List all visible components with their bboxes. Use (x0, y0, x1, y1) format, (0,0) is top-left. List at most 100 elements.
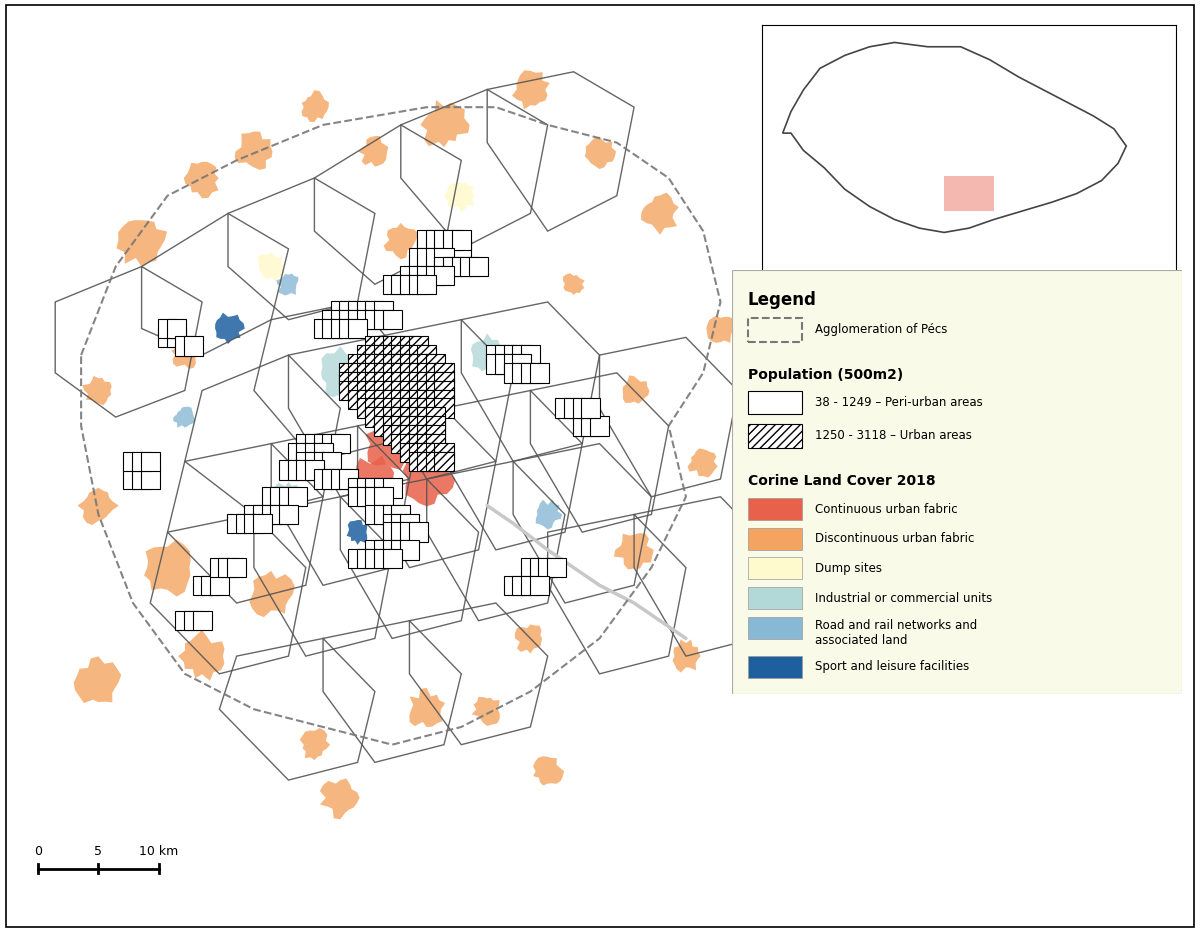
Bar (365, 372, 384, 391)
Bar (434, 381, 454, 400)
Bar (504, 346, 523, 364)
Bar (340, 363, 359, 382)
Text: Continuous urban fabric: Continuous urban fabric (815, 502, 958, 515)
Bar (400, 390, 419, 409)
Bar (365, 390, 384, 409)
Bar (288, 460, 307, 480)
Bar (245, 505, 264, 524)
Bar (365, 505, 384, 524)
Bar (391, 363, 410, 382)
Bar (418, 354, 437, 374)
Polygon shape (172, 343, 197, 369)
Bar (408, 452, 427, 471)
Bar (400, 434, 419, 453)
Bar (331, 301, 350, 321)
Bar (451, 230, 470, 250)
Bar (408, 336, 427, 356)
Bar (331, 319, 350, 338)
Bar (374, 478, 394, 498)
Bar (210, 576, 229, 595)
Bar (521, 346, 540, 364)
Bar (124, 452, 143, 471)
Bar (443, 257, 462, 276)
Polygon shape (83, 376, 112, 405)
Bar (262, 487, 281, 506)
Bar (253, 514, 272, 533)
Bar (748, 391, 802, 415)
Bar (374, 336, 394, 356)
Bar (512, 363, 532, 382)
Bar (486, 354, 505, 374)
Bar (383, 417, 402, 435)
Bar (748, 424, 802, 447)
Bar (340, 381, 359, 400)
Bar (391, 434, 410, 453)
Polygon shape (409, 688, 445, 727)
Bar (158, 328, 178, 347)
Bar (418, 443, 437, 462)
Bar (192, 611, 211, 630)
Bar (374, 372, 394, 391)
Bar (365, 399, 384, 418)
Bar (556, 399, 575, 418)
Bar (374, 399, 394, 418)
Bar (418, 240, 437, 258)
Polygon shape (707, 316, 737, 343)
Bar (408, 381, 427, 400)
Bar (408, 346, 427, 364)
Bar (400, 266, 419, 285)
Bar (443, 230, 462, 250)
Bar (512, 354, 532, 374)
Bar (564, 399, 583, 418)
Bar (365, 354, 384, 374)
Bar (400, 514, 419, 533)
Bar (132, 470, 151, 488)
Bar (418, 452, 437, 471)
Text: Discontinuous urban fabric: Discontinuous urban fabric (815, 532, 974, 545)
Bar (348, 310, 367, 329)
Polygon shape (322, 347, 361, 397)
Bar (383, 275, 402, 294)
Bar (158, 319, 178, 338)
Bar (383, 541, 402, 559)
Bar (418, 390, 437, 409)
Bar (340, 301, 359, 321)
Bar (374, 487, 394, 506)
Bar (418, 372, 437, 391)
Bar (426, 425, 445, 445)
Bar (434, 240, 454, 258)
Bar (418, 425, 437, 445)
Bar (748, 498, 802, 520)
Bar (408, 407, 427, 427)
Bar (434, 257, 454, 276)
Bar (434, 372, 454, 391)
Polygon shape (614, 533, 654, 569)
Bar (356, 310, 376, 329)
Polygon shape (349, 455, 394, 505)
Bar (340, 310, 359, 329)
Bar (245, 514, 264, 533)
Bar (408, 372, 427, 391)
Bar (400, 523, 419, 541)
Text: Road and rail networks and: Road and rail networks and (815, 619, 978, 632)
Text: Industrial or commercial units: Industrial or commercial units (815, 592, 992, 605)
Bar (305, 452, 324, 471)
Polygon shape (215, 312, 245, 344)
Bar (356, 301, 376, 321)
Bar (374, 541, 394, 559)
Bar (365, 301, 384, 321)
Bar (356, 487, 376, 506)
Bar (400, 407, 419, 427)
Bar (408, 434, 427, 453)
Bar (140, 452, 160, 471)
Bar (356, 549, 376, 569)
Bar (400, 417, 419, 435)
Bar (529, 558, 548, 577)
Bar (374, 346, 394, 364)
Bar (331, 434, 350, 453)
Bar (391, 425, 410, 445)
Bar (210, 558, 229, 577)
Bar (383, 425, 402, 445)
Bar (322, 470, 341, 488)
Bar (494, 346, 514, 364)
